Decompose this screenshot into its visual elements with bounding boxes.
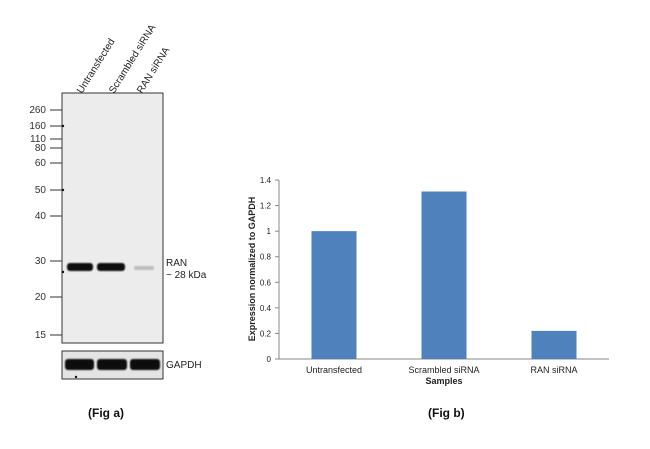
x-tick-label: Scrambled siRNA (408, 365, 479, 375)
bar-scrambled-sirna (421, 191, 467, 359)
ran-band-ran-sirna (134, 266, 154, 270)
marker-label-60: 60 (35, 158, 47, 169)
gapdh-label: GAPDH (166, 360, 202, 371)
bar-ran-sirna (531, 330, 577, 359)
y-tick-label: 1 (267, 227, 272, 236)
marker-ticks (50, 109, 62, 336)
marker-label-30: 30 (35, 256, 47, 267)
marker-label-50: 50 (35, 185, 47, 196)
x-tick-label: Untransfected (306, 365, 362, 375)
y-tick-label: 0.4 (260, 304, 272, 313)
bar-untransfected (311, 231, 357, 359)
band-label-ran: RAN (166, 258, 187, 269)
blot-panel (61, 92, 164, 344)
x-axis-label: Samples (425, 376, 462, 386)
fig-b-caption: (Fig b) (428, 406, 465, 420)
marker-label-40: 40 (35, 211, 47, 222)
y-axis-label: Expression normalized to GAPDH (247, 197, 257, 342)
gapdh-bands (65, 359, 160, 370)
marker-label-160: 160 (29, 121, 46, 132)
bar-chart: Expression normalized to GAPDH 0 0.2 0.4 0.… (247, 176, 609, 386)
ran-bands (67, 263, 154, 271)
ran-band-scrambled-sirna (97, 263, 125, 271)
marker-label-20: 20 (35, 292, 47, 303)
y-tick-label: 0 (267, 355, 272, 364)
gapdh-band-ran-sirna (130, 359, 160, 370)
marker-label-110: 110 (30, 134, 46, 145)
marker-label-80: 80 (35, 143, 47, 154)
fig-a-caption: (Fig a) (88, 406, 124, 420)
y-tick-label: 0.2 (260, 329, 272, 338)
y-tick-label: 0.8 (260, 253, 272, 262)
gapdh-band-untransfected (65, 359, 94, 370)
y-tick-label: 0.6 (260, 278, 272, 287)
western-blot-figure: Untransfected Scrambled siRNA RAN siRNA … (29, 23, 207, 380)
x-tick-label: RAN siRNA (530, 365, 577, 375)
band-label-size: ~ 28 kDa (166, 270, 207, 281)
marker-label-15: 15 (35, 330, 47, 341)
y-tick-label: 1.2 (260, 202, 272, 211)
ran-band-untransfected (67, 263, 93, 271)
marker-label-260: 260 (29, 105, 46, 116)
y-tick-label: 1.4 (260, 176, 272, 185)
gapdh-band-scrambled-sirna (97, 359, 127, 370)
